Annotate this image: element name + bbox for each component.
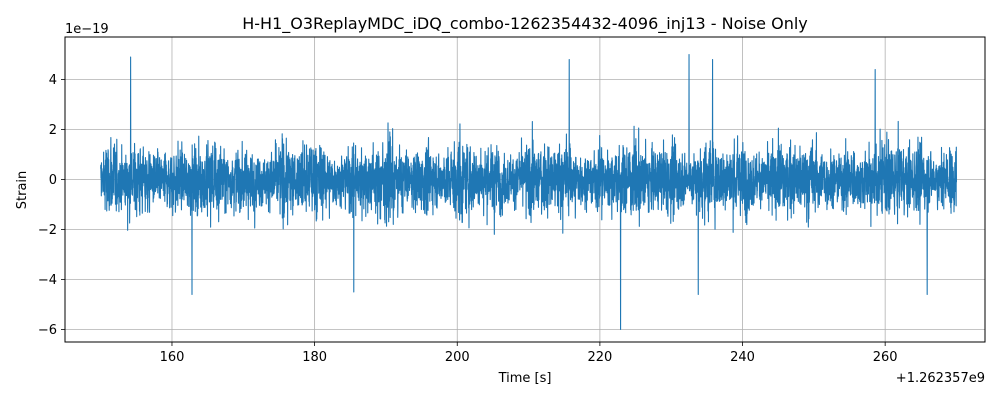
y-axis-ticks: −6 −4 −2 0 2 4 [38, 73, 65, 338]
y-tick-label: 2 [49, 123, 57, 138]
y-tick-label: −6 [38, 323, 57, 338]
series-line [100, 53, 958, 331]
x-tick-label: 220 [587, 350, 612, 365]
y-tick-label: 0 [49, 173, 57, 188]
y-tick-label: −2 [38, 223, 57, 238]
y-tick-label: −4 [38, 273, 57, 288]
y-tick-label: 4 [49, 73, 57, 88]
x-axis-label: Time [s] [498, 371, 552, 386]
x-tick-label: 200 [445, 350, 470, 365]
x-tick-label: 260 [873, 350, 898, 365]
x-tick-label: 180 [302, 350, 327, 365]
plot-frame [64, 36, 986, 343]
y-axis-label: Strain [15, 171, 30, 210]
x-tick-label: 160 [160, 350, 185, 365]
x-axis-ticks: 160 180 200 220 240 260 [160, 342, 898, 365]
chart-title: H-H1_O3ReplayMDC_iDQ_combo-1262354432-40… [242, 14, 808, 34]
x-tick-label: 240 [730, 350, 755, 365]
strain-series-path [100, 53, 958, 331]
x-offset-label: +1.262357e9 [896, 371, 985, 386]
y-scale-label: 1e−19 [65, 22, 109, 37]
